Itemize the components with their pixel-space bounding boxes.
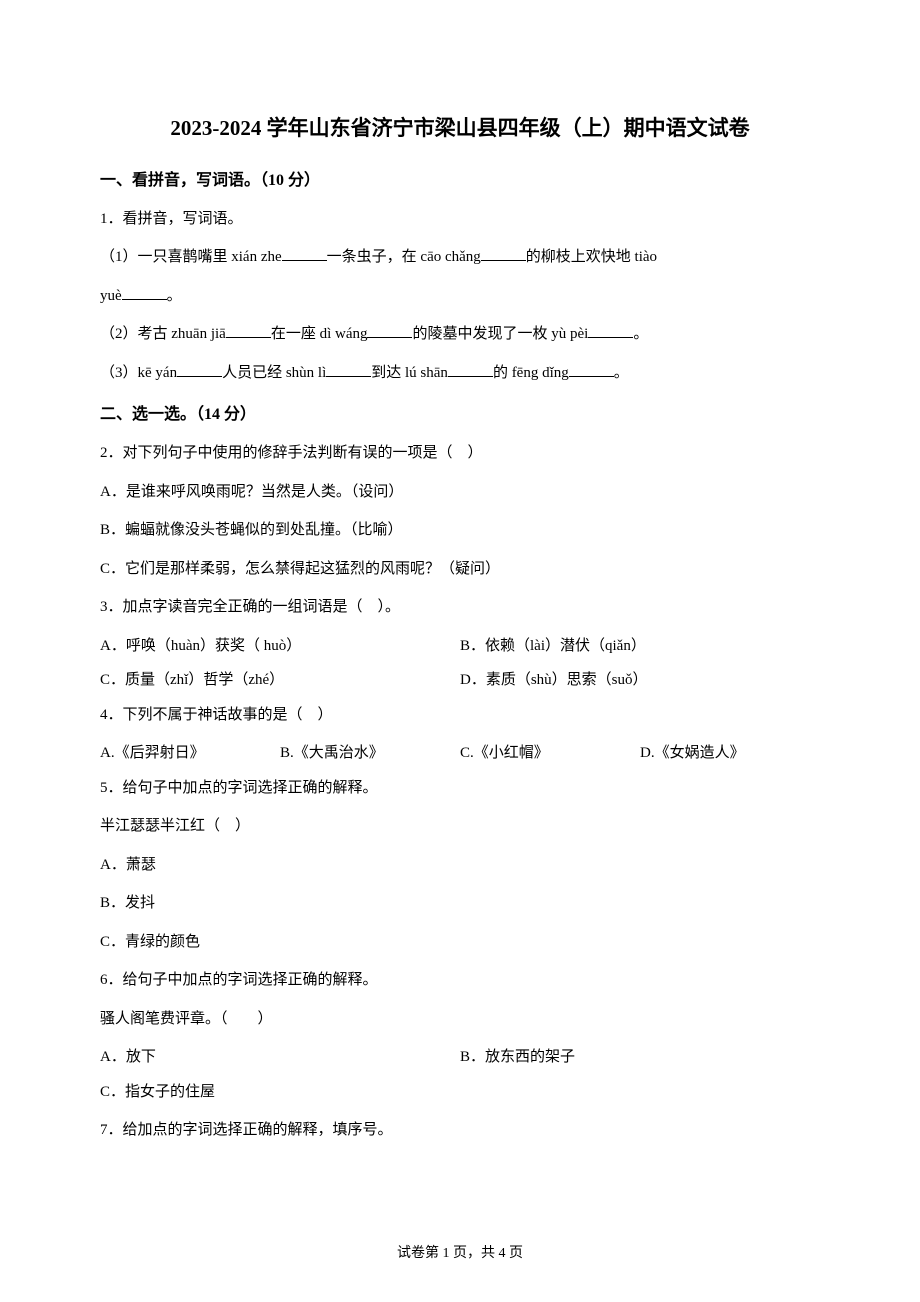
page-title: 2023-2024 学年山东省济宁市梁山县四年级（上）期中语文试卷: [100, 110, 820, 148]
q6-options-row1: A．放下 B．放东西的架子: [100, 1040, 820, 1075]
q1-3-text-c: 到达 lú shān: [371, 365, 448, 381]
q3-options-row2: C．质量（zhǐ）哲学（zhé） D．素质（shù）思索（suǒ）: [100, 663, 820, 698]
q6-option-c: C．指女子的住屋: [100, 1075, 820, 1110]
q1-1-blank-3[interactable]: [122, 284, 167, 300]
q1-3: （3）kē yán 人员已经 shùn lì 到达 lú shān 的 fēng dǐ…: [100, 356, 820, 391]
q3-option-d: D．素质（shù）思索（suǒ）: [460, 663, 820, 698]
q5-stem: 5．给句子中加点的字词选择正确的解释。: [100, 771, 820, 806]
q4-stem: 4．下列不属于神话故事的是（ ）: [100, 698, 820, 733]
q2-option-a: A．是谁来呼风唤雨呢？当然是人类。（设问）: [100, 475, 820, 510]
q1-2-text-a: （2）考古 zhuān jiā: [100, 326, 226, 342]
q1-3-text-d: 的 fēng dǐng: [493, 365, 569, 381]
q5-option-b: B．发抖: [100, 886, 820, 921]
q1-2-text-d: 。: [633, 326, 648, 342]
q3-stem: 3．加点字读音完全正确的一组词语是（ ）。: [100, 590, 820, 625]
q1-2: （2）考古 zhuān jiā 在一座 dì wáng 的陵墓中发现了一枚 yù p…: [100, 317, 820, 352]
section1-header: 一、看拼音，写词语。（10 分）: [100, 166, 820, 190]
q4-option-c: C.《小红帽》: [460, 736, 640, 771]
q1-1-text-b: 一条虫子，在 cāo chǎng: [327, 249, 481, 265]
q3-option-a: A．呼唤（huàn）获奖（ huò）: [100, 629, 460, 664]
q4-option-a: A.《后羿射日》: [100, 736, 280, 771]
q5-line: 半江瑟瑟半江红（ ）: [100, 809, 820, 844]
page-footer: 试卷第 1 页，共 4 页: [0, 1242, 920, 1262]
q1-3-text-e: 。: [614, 365, 629, 381]
q1-3-blank-3[interactable]: [448, 361, 493, 377]
q1-2-blank-3[interactable]: [588, 322, 633, 338]
q1-1-blank-2[interactable]: [481, 245, 526, 261]
q2-stem: 2．对下列句子中使用的修辞手法判断有误的一项是（ ）: [100, 436, 820, 471]
q2-option-c: C．它们是那样柔弱，怎么禁得起这猛烈的风雨呢？（疑问）: [100, 552, 820, 587]
q1-1-text-d: yuè: [100, 288, 122, 304]
q4-option-b: B.《大禹治水》: [280, 736, 460, 771]
q1-2-blank-1[interactable]: [226, 322, 271, 338]
q1-3-text-b: 人员已经 shùn lì: [222, 365, 326, 381]
q3-option-b: B．依赖（lài）潜伏（qiǎn）: [460, 629, 820, 664]
q1-2-blank-2[interactable]: [367, 322, 412, 338]
q4-options: A.《后羿射日》 B.《大禹治水》 C.《小红帽》 D.《女娲造人》: [100, 736, 820, 771]
q5-option-a: A．萧瑟: [100, 848, 820, 883]
q4-option-d: D.《女娲造人》: [640, 736, 820, 771]
q6-option-b: B．放东西的架子: [460, 1040, 820, 1075]
q1-2-text-c: 的陵墓中发现了一枚 yù pèi: [412, 326, 588, 342]
q1-3-blank-2[interactable]: [326, 361, 371, 377]
q3-options-row1: A．呼唤（huàn）获奖（ huò） B．依赖（lài）潜伏（qiǎn）: [100, 629, 820, 664]
q1-1: （1）一只喜鹊嘴里 xián zhe 一条虫子，在 cāo chǎng 的柳枝上欢快…: [100, 240, 820, 275]
q1-3-blank-4[interactable]: [569, 361, 614, 377]
q1-3-text-a: （3）kē yán: [100, 365, 177, 381]
q1-1-text-e: 。: [167, 288, 182, 304]
q6-option-a: A．放下: [100, 1040, 460, 1075]
q7-stem: 7．给加点的字词选择正确的解释，填序号。: [100, 1113, 820, 1148]
q6-stem: 6．给句子中加点的字词选择正确的解释。: [100, 963, 820, 998]
q1-1-blank-1[interactable]: [282, 245, 327, 261]
q6-line: 骚人阁笔费评章。（ ）: [100, 1002, 820, 1037]
q2-option-b: B．蝙蝠就像没头苍蝇似的到处乱撞。（比喻）: [100, 513, 820, 548]
q1-1-text-a: （1）一只喜鹊嘴里 xián zhe: [100, 249, 282, 265]
q5-option-c: C．青绿的颜色: [100, 925, 820, 960]
q1-1-text-c: 的柳枝上欢快地 tiào: [526, 249, 657, 265]
q1-1-cont: yuè 。: [100, 279, 820, 314]
q3-option-c: C．质量（zhǐ）哲学（zhé）: [100, 663, 460, 698]
q1-stem: 1．看拼音，写词语。: [100, 202, 820, 237]
q1-2-text-b: 在一座 dì wáng: [271, 326, 368, 342]
section2-header: 二、选一选。（14 分）: [100, 400, 820, 424]
q1-3-blank-1[interactable]: [177, 361, 222, 377]
